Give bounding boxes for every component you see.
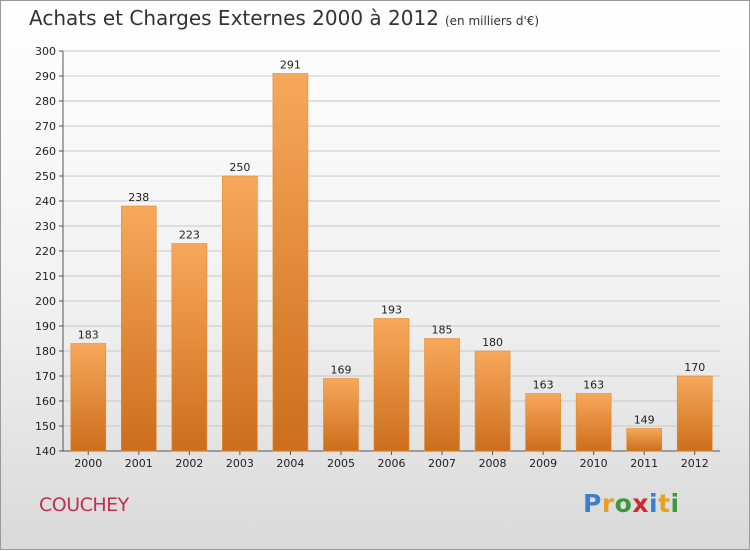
y-tick-label: 300 bbox=[35, 45, 56, 58]
logo-letter: i bbox=[670, 489, 680, 518]
data-label: 169 bbox=[330, 364, 351, 377]
data-label: 180 bbox=[482, 336, 503, 349]
data-label: 170 bbox=[684, 361, 705, 374]
data-label: 163 bbox=[533, 379, 554, 392]
x-tick-label: 2002 bbox=[175, 457, 203, 470]
logo-letter: i bbox=[649, 489, 659, 518]
y-tick-label: 230 bbox=[35, 220, 56, 233]
data-label: 149 bbox=[634, 414, 655, 427]
x-tick-label: 2011 bbox=[630, 457, 658, 470]
y-tick-label: 160 bbox=[35, 395, 56, 408]
x-tick-label: 2010 bbox=[580, 457, 608, 470]
y-tick-label: 240 bbox=[35, 195, 56, 208]
bar bbox=[626, 428, 662, 452]
data-label: 250 bbox=[229, 161, 250, 174]
y-tick-label: 270 bbox=[35, 120, 56, 133]
proxiti-logo[interactable]: Proxiti bbox=[583, 489, 680, 518]
x-tick-label: 2008 bbox=[479, 457, 507, 470]
y-tick-labels: 140 150 160 170 180 190 200 210 220 230 240 250 260 2… bbox=[35, 45, 56, 458]
data-label: 223 bbox=[179, 229, 200, 242]
x-tick-label: 2007 bbox=[428, 457, 456, 470]
x-tick-label: 2000 bbox=[74, 457, 102, 470]
logo-letter: x bbox=[632, 489, 649, 518]
logo-letter: P bbox=[583, 489, 602, 518]
logo-letter: t bbox=[658, 489, 671, 518]
y-tick-label: 190 bbox=[35, 320, 56, 333]
y-tick-label: 200 bbox=[35, 295, 56, 308]
y-tick-label: 170 bbox=[35, 370, 56, 383]
bar bbox=[222, 175, 258, 452]
bar bbox=[323, 378, 359, 452]
x-tick-label: 2003 bbox=[226, 457, 254, 470]
y-tick-label: 220 bbox=[35, 245, 56, 258]
bar bbox=[575, 393, 612, 452]
y-tick-label: 290 bbox=[35, 70, 56, 83]
y-tick-label: 150 bbox=[35, 420, 56, 433]
x-tick-label: 2001 bbox=[125, 457, 153, 470]
data-label: 163 bbox=[583, 379, 604, 392]
y-tick-label: 180 bbox=[35, 345, 56, 358]
data-label: 238 bbox=[128, 191, 149, 204]
y-tick-label: 140 bbox=[35, 445, 56, 458]
bar bbox=[121, 205, 157, 452]
y-tick-label: 250 bbox=[35, 170, 56, 183]
x-tick-labels: 2000 2001 2002 2003 2004 2005 2006 2007 2008 2009… bbox=[74, 457, 708, 470]
chart-title: Achats et Charges Externes 2000 à 2012 (e… bbox=[29, 6, 539, 30]
logo-letter: r bbox=[601, 489, 615, 518]
bar bbox=[474, 350, 511, 452]
logo-letter: o bbox=[614, 489, 633, 518]
y-tick-label: 280 bbox=[35, 95, 56, 108]
data-label: 183 bbox=[78, 329, 99, 342]
x-tick-label: 2005 bbox=[327, 457, 355, 470]
y-tick-label: 260 bbox=[35, 145, 56, 158]
data-label: 291 bbox=[280, 59, 301, 72]
x-tick-label: 2009 bbox=[529, 457, 557, 470]
data-label: 193 bbox=[381, 304, 402, 317]
bar bbox=[171, 243, 208, 452]
bar bbox=[70, 343, 107, 452]
bar bbox=[424, 338, 460, 452]
x-tick-label: 2006 bbox=[378, 457, 406, 470]
x-tick-label: 2012 bbox=[681, 457, 709, 470]
data-label: 185 bbox=[432, 324, 453, 337]
town-name: COUCHEY bbox=[39, 494, 129, 516]
bar bbox=[373, 318, 410, 452]
chart-subtitle: (en milliers d'€) bbox=[444, 14, 540, 28]
bar bbox=[676, 375, 713, 452]
bar bbox=[525, 393, 561, 452]
bar bbox=[272, 73, 309, 452]
bars bbox=[70, 73, 713, 452]
y-tick-label: 210 bbox=[35, 270, 56, 283]
x-tick-label: 2004 bbox=[276, 457, 304, 470]
chart-title-text: Achats et Charges Externes 2000 à 2012 bbox=[29, 6, 439, 30]
data-labels: 183 238 223 250 291 169 193 185 180 163 163 149 170 bbox=[78, 59, 705, 427]
